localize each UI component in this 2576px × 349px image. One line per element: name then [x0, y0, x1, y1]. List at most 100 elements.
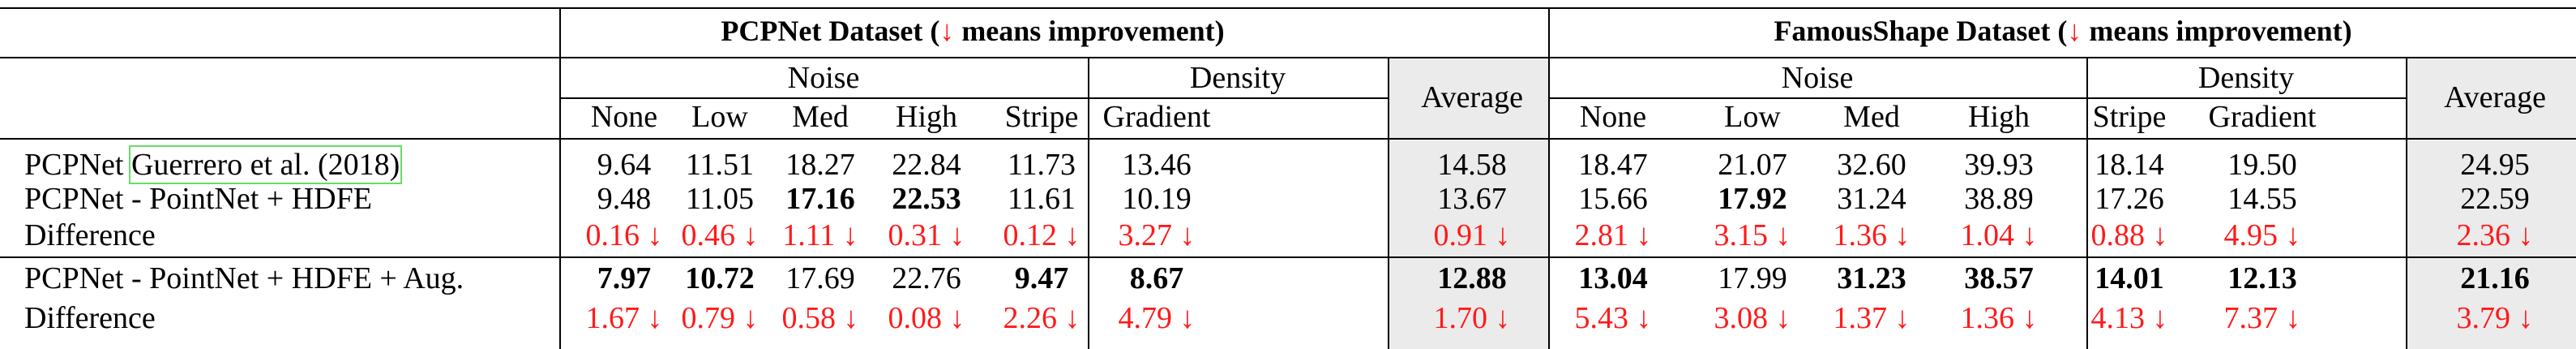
table-cell-famous: 2.81 ↓ [1574, 218, 1652, 252]
table-cell-pcpnet: 2.26 ↓ [1003, 301, 1080, 335]
noise-density-rule-famous [1548, 97, 2406, 99]
density-header-pcpnet: Density [1189, 61, 1286, 95]
table-cell-pcpnet: 1.70 ↓ [1433, 301, 1511, 335]
v-density-average-famous [2406, 58, 2407, 349]
dataset-header-rule [0, 57, 2576, 58]
table-cell-famous: 3.79 ↓ [2456, 301, 2534, 335]
table-cell-pcpnet: 9.64 [597, 148, 652, 182]
table-cell-pcpnet: 10.19 [1122, 182, 1192, 216]
table-cell-pcpnet: 11.05 [685, 182, 755, 216]
table-cell-famous: 4.95 ↓ [2223, 218, 2301, 252]
table-cell-pcpnet: 12.88 [1437, 261, 1507, 295]
table-cell-pcpnet: 8.67 [1129, 261, 1184, 295]
table-cell-famous: 7.37 ↓ [2223, 301, 2301, 335]
table-cell-famous: 39.93 [1964, 148, 2034, 182]
table-cell-pcpnet: 22.53 [892, 182, 961, 216]
pcpnet-dataset-title: PCPNet Dataset (↓ means improvement) [721, 16, 1224, 45]
table-cell-pcpnet: 11.61 [1007, 182, 1076, 216]
table-cell-famous: 38.89 [1964, 182, 2034, 216]
famousshape-dataset-title: FamousShape Dataset (↓ means improvement… [1774, 16, 2351, 45]
table-cell-pcpnet: 9.48 [597, 182, 652, 216]
table-cell-famous: 0.88 ↓ [2090, 218, 2168, 252]
famous-average-shade [2406, 58, 2576, 349]
v-dataset-divider [1548, 7, 1550, 349]
table-cell-famous: 3.08 ↓ [1714, 301, 1791, 335]
table-cell-famous: 21.07 [1718, 148, 1787, 182]
average-header-famous: Average [2444, 80, 2546, 114]
table-cell-pcpnet: 0.58 ↓ [781, 301, 859, 335]
table-cell-pcpnet: 1.11 ↓ [782, 218, 858, 252]
v-noise-density-famous [2086, 58, 2088, 349]
table-cell-pcpnet: 1.67 ↓ [585, 301, 663, 335]
citation-link[interactable]: Guerrero et al. (2018) [128, 145, 403, 184]
table-cell-pcpnet: 13.67 [1437, 182, 1507, 216]
table-cell-famous: 31.24 [1837, 182, 1906, 216]
column-header-pcpnet-gradient: Gradient [1102, 100, 1211, 134]
table-cell-famous: 32.60 [1837, 148, 1906, 182]
column-header-famous-med: Med [1843, 100, 1900, 134]
column-header-pcpnet-stripe: Stripe [1004, 100, 1079, 134]
table-cell-famous: 4.13 ↓ [2090, 301, 2168, 335]
column-header-famous-gradient: Gradient [2208, 100, 2317, 134]
pcpnet-dataset-title-suffix: means improvement) [954, 15, 1225, 47]
column-header-famous-none: None [1579, 100, 1647, 134]
table-cell-famous: 21.16 [2460, 261, 2530, 295]
noise-density-rule-pcpnet [559, 97, 1388, 99]
table-cell-pcpnet: 13.46 [1122, 148, 1192, 182]
table-cell-pcpnet: 0.08 ↓ [888, 301, 965, 335]
row-label-text: PCPNet [24, 148, 131, 182]
column-header-famous-low: Low [1724, 100, 1781, 134]
table-cell-famous: 12.13 [2227, 261, 2297, 295]
table-cell-famous: 17.92 [1718, 182, 1787, 216]
column-header-pcpnet-low: Low [691, 100, 748, 134]
column-header-pcpnet-med: Med [792, 100, 849, 134]
table-cell-pcpnet: 7.97 [597, 261, 652, 295]
down-arrow-icon: ↓ [939, 15, 955, 47]
table-cell-famous: 18.14 [2095, 148, 2164, 182]
table-cell-famous: 2.36 ↓ [2456, 218, 2534, 252]
column-header-famous-high: High [1968, 100, 2030, 134]
table-cell-pcpnet: 0.46 ↓ [681, 218, 759, 252]
down-arrow-icon: ↓ [2067, 15, 2082, 47]
pcpnet-dataset-title-text: PCPNet Dataset ( [721, 15, 940, 47]
table-cell-pcpnet: 0.31 ↓ [888, 218, 965, 252]
noise-header-pcpnet: Noise [787, 61, 860, 95]
table-cell-pcpnet: 17.69 [785, 261, 855, 295]
table-cell-famous: 24.95 [2460, 148, 2530, 182]
table-cell-famous: 17.99 [1718, 261, 1787, 295]
table-cell-famous: 31.23 [1837, 261, 1906, 295]
famousshape-dataset-title-text: FamousShape Dataset ( [1774, 15, 2068, 47]
table-cell-pcpnet: 11.73 [1007, 148, 1076, 182]
table-cell-famous: 17.26 [2095, 182, 2164, 216]
table-cell-pcpnet: 4.79 ↓ [1118, 301, 1196, 335]
table-cell-pcpnet: 22.84 [892, 148, 961, 182]
row-label: PCPNet - PointNet + HDFE + Aug. [24, 261, 464, 295]
table-cell-pcpnet: 0.12 ↓ [1003, 218, 1080, 252]
table-cell-pcpnet: 0.91 ↓ [1433, 218, 1511, 252]
famousshape-dataset-title-suffix: means improvement) [2082, 15, 2352, 47]
table-cell-famous: 22.59 [2460, 182, 2530, 216]
table-cell-pcpnet: 3.27 ↓ [1118, 218, 1196, 252]
group-separator-rule [0, 256, 2576, 258]
top-rule [0, 7, 2576, 9]
table-cell-famous: 3.15 ↓ [1714, 218, 1791, 252]
table-cell-famous: 18.47 [1578, 148, 1648, 182]
row-label: PCPNet - PointNet + HDFE [24, 182, 372, 216]
table-cell-famous: 13.04 [1578, 261, 1648, 295]
v-noise-density-pcpnet [1088, 58, 1089, 349]
noise-header-famous: Noise [1781, 61, 1854, 95]
row-label: Difference [24, 218, 156, 252]
table-cell-pcpnet: 18.27 [785, 148, 855, 182]
table-cell-famous: 5.43 ↓ [1574, 301, 1652, 335]
column-header-pcpnet-none: None [590, 100, 658, 134]
table-cell-pcpnet: 22.76 [892, 261, 961, 295]
table-cell-famous: 1.36 ↓ [1833, 218, 1911, 252]
table-cell-pcpnet: 0.79 ↓ [681, 301, 759, 335]
column-header-pcpnet-high: High [896, 100, 957, 134]
table-cell-pcpnet: 11.51 [685, 148, 755, 182]
table-cell-pcpnet: 10.72 [685, 261, 755, 295]
table-cell-pcpnet: 9.47 [1014, 261, 1069, 295]
table-cell-pcpnet: 0.16 ↓ [585, 218, 663, 252]
table-cell-pcpnet: 17.16 [785, 182, 855, 216]
